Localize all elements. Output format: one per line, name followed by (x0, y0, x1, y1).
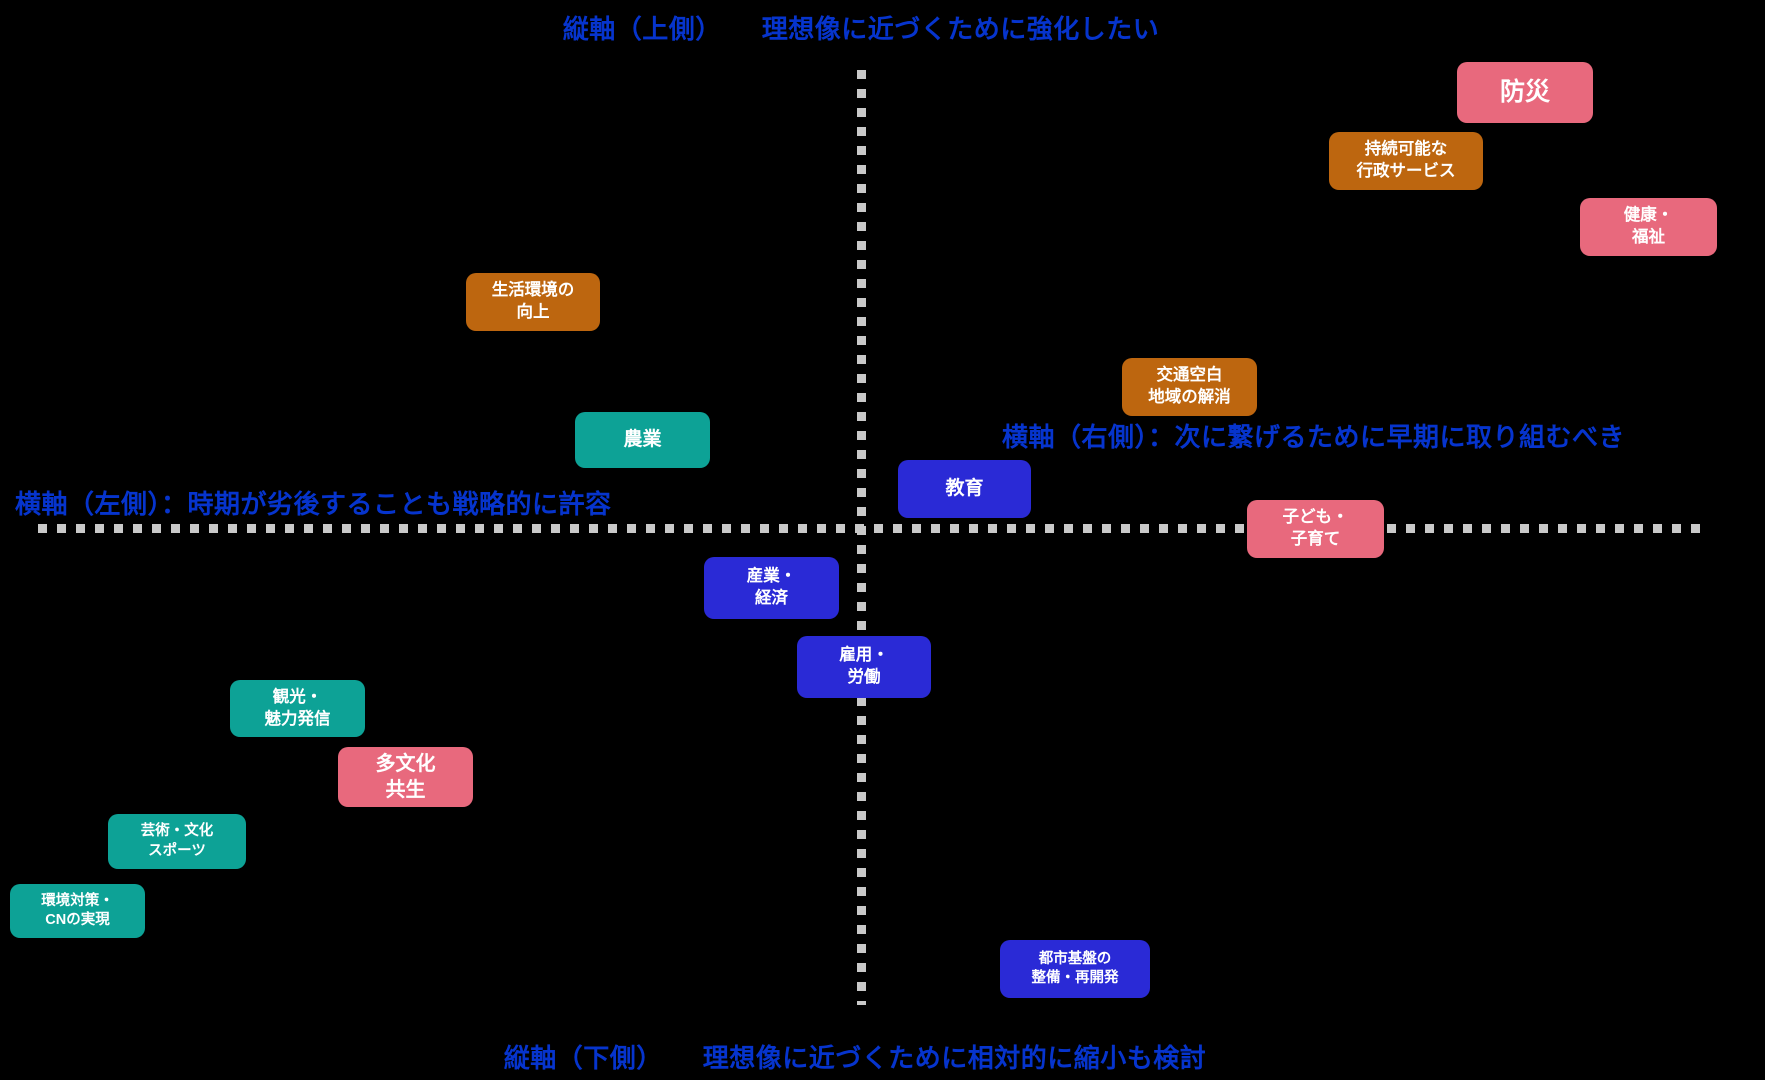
item-box-bousai: 防災 (1457, 62, 1593, 123)
item-box-koutsuu: 交通空白 地域の解消 (1122, 358, 1257, 416)
item-box-kankou: 観光・ 魅力発信 (230, 680, 365, 737)
vertical-axis-dotted-line (857, 70, 866, 1005)
item-box-label-line: 都市基盤の (1038, 950, 1112, 967)
item-box-label-line: CNの実現 (45, 912, 110, 928)
item-box-label-line: 農業 (623, 429, 662, 451)
item-box-nougyou: 農業 (575, 412, 710, 468)
item-box-toshi: 都市基盤の整備・再開発 (1000, 940, 1150, 998)
item-box-geijutsu: 芸術・文化 スポーツ (108, 814, 246, 869)
item-box-label-line: 健康・ (1623, 206, 1674, 225)
item-box-label-line: 教育 (945, 478, 984, 500)
axis-label-left: 横軸（左側）：時期が劣後することも戦略的に許容 (15, 489, 612, 519)
horizontal-axis-dotted-line (38, 524, 1706, 533)
item-box-label-line: 産業・ (746, 567, 797, 586)
item-box-label-line: 環境対策・ (41, 892, 114, 909)
item-box-label-line: 経済 (755, 589, 788, 607)
item-box-gyousei: 持続可能な行政サービス (1329, 132, 1483, 190)
axis-label-bottom: 縦軸（下側） 理想像に近づくために相対的に縮小も検討 (503, 1043, 1207, 1073)
item-box-label-line: 地域の解消 (1148, 388, 1231, 406)
item-box-kodomo: 子ども・ 子育て (1247, 500, 1384, 558)
item-box-sangyou: 産業・ 経済 (704, 557, 839, 619)
item-box-kankyou: 環境対策・ CNの実現 (10, 884, 145, 938)
item-box-label-line: 行政サービス (1356, 162, 1456, 180)
item-box-kenkou: 健康・ 福祉 (1580, 198, 1717, 256)
item-box-label-line: 交通空白 (1156, 366, 1223, 385)
item-box-tabunka: 多文化 共生 (338, 747, 473, 807)
item-box-label-line: 向上 (516, 303, 550, 321)
item-box-label-line: 生活環境の (491, 281, 575, 300)
item-box-label-line: 労働 (847, 668, 881, 686)
item-box-label-line: 子ども・ (1282, 508, 1349, 527)
item-box-label-line: 持続可能な (1364, 140, 1448, 159)
item-box-koyou: 雇用・ 労働 (797, 636, 931, 698)
item-box-label-line: 整備・再開発 (1031, 970, 1119, 986)
item-box-kyouiku: 教育 (898, 460, 1031, 518)
item-box-label-line: スポーツ (148, 842, 206, 859)
item-box-label-line: 芸術・文化 (140, 823, 214, 840)
item-box-label-line: 福祉 (1632, 228, 1665, 246)
axis-label-right: 横軸（右側）：次に繋げるために早期に取り組むべき (1002, 422, 1626, 452)
item-box-label-line: 防災 (1499, 78, 1550, 106)
item-box-seikatsu: 生活環境の 向上 (466, 273, 600, 331)
item-box-label-line: 多文化 (375, 752, 436, 775)
item-box-label-line: 魅力発信 (264, 709, 331, 728)
item-box-label-line: 観光・ (272, 687, 323, 706)
item-box-label-line: 共生 (385, 779, 426, 801)
item-box-label-line: 雇用・ (839, 646, 889, 665)
axis-label-top: 縦軸（上側） 理想像に近づくために強化したい (562, 14, 1160, 44)
item-box-label-line: 子育て (1290, 530, 1341, 548)
